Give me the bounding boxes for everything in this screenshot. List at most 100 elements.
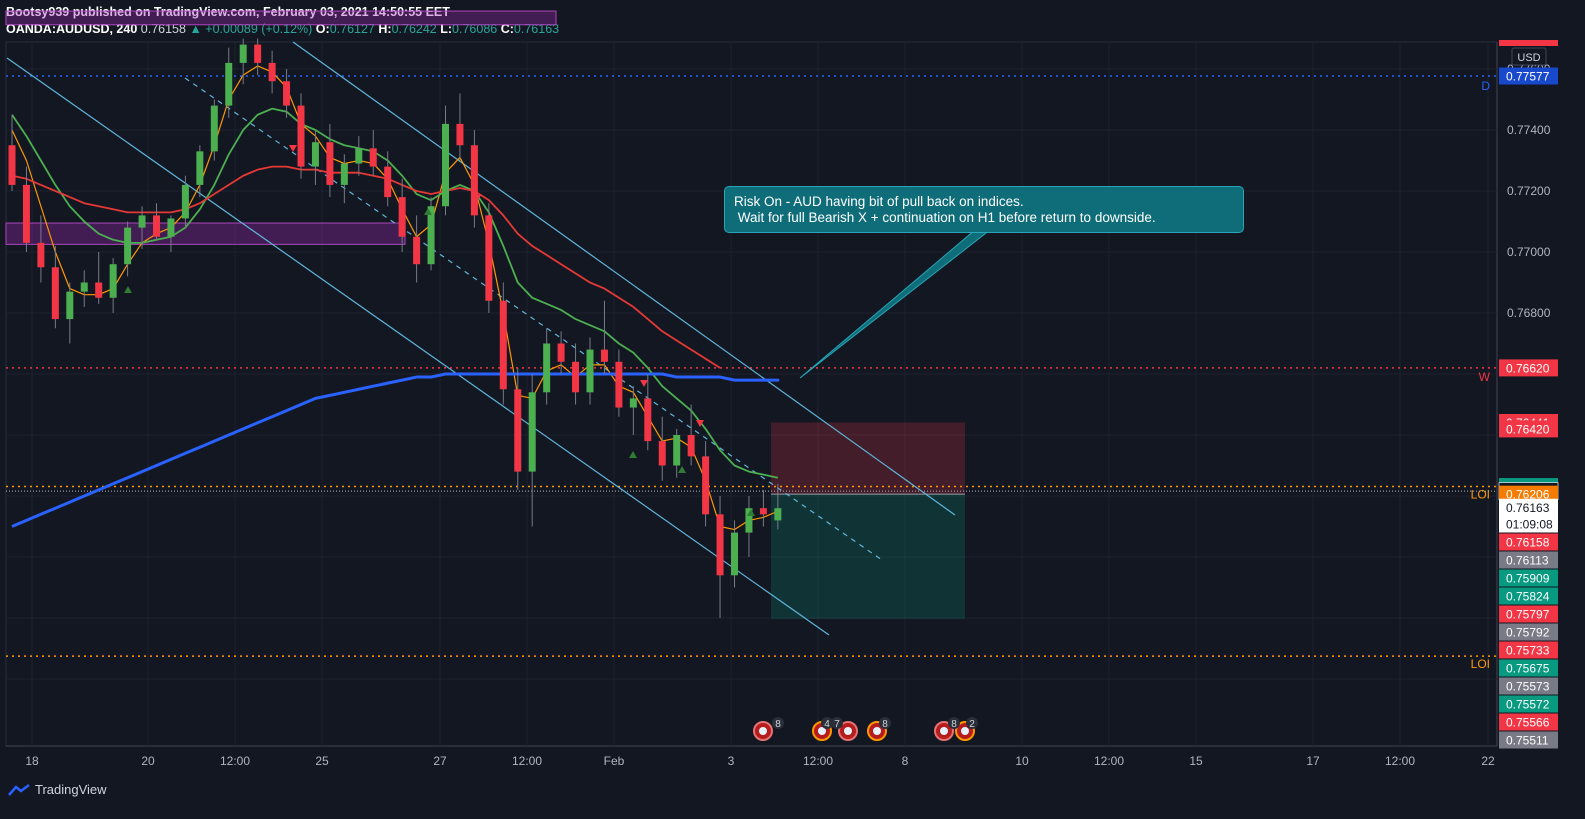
currency-label: USD — [1517, 52, 1540, 64]
price-axis-label-bg — [1499, 420, 1558, 438]
level-label: W — [1479, 370, 1491, 384]
price-axis-label-bg — [1499, 485, 1558, 503]
stop-loss-zone — [771, 422, 965, 495]
currency-box — [1511, 47, 1547, 66]
price-axis-label-bg — [1499, 713, 1558, 731]
y-tick-label: 0.77400 — [1507, 123, 1551, 137]
candle — [297, 93, 305, 179]
candle-body — [427, 206, 435, 265]
price-axis-label-bg — [1499, 498, 1558, 516]
last-price: 0.76158 — [140, 22, 186, 36]
buy-signal-icon — [678, 466, 686, 473]
callout-pointer — [799, 223, 1001, 379]
candle — [615, 349, 623, 417]
candle-body — [745, 508, 753, 533]
candle — [51, 245, 59, 329]
channel-line — [292, 41, 956, 516]
event-badge-count: 2 — [969, 719, 975, 730]
price-axis-label-text: 0.76113 — [1506, 554, 1549, 568]
price-axis-label: 0.75573 — [1499, 677, 1558, 695]
tradingview-logo-icon — [8, 783, 30, 796]
candle — [37, 215, 45, 283]
candle — [22, 166, 30, 252]
candle-body — [95, 282, 103, 298]
moving-average-line — [11, 372, 780, 528]
candle — [254, 38, 262, 76]
candle-body — [629, 398, 637, 408]
candle-body — [326, 142, 334, 185]
flag-center-icon — [759, 727, 767, 735]
symbol-name[interactable]: OANDA:AUDUSD, 240 — [6, 22, 138, 36]
price-axis-label: 01:09:08 — [1499, 515, 1558, 533]
price-axis-label: 0.75797 — [1499, 605, 1558, 623]
price-axis-label-bg — [1499, 587, 1558, 605]
candle-body — [37, 242, 45, 268]
low-label: L: — [440, 22, 453, 36]
candle-body — [80, 282, 88, 292]
candle — [124, 221, 132, 277]
candle — [687, 404, 695, 466]
price-axis-label: 0.75909 — [1499, 569, 1558, 587]
candle — [95, 252, 103, 304]
candle — [153, 203, 160, 240]
sell-signal-icon — [473, 195, 481, 202]
analysis-callout[interactable]: Risk On - AUD having bit of pull back on… — [724, 186, 1244, 233]
price-axis-label-text: 01:09:08 — [1506, 518, 1553, 532]
price-axis-label-bg — [1499, 623, 1558, 641]
flag-center-icon — [844, 727, 852, 735]
candle-body — [716, 514, 724, 576]
publisher-line: Bootsy939 published on TradingView.com, … — [6, 4, 559, 21]
candle — [745, 496, 753, 557]
x-tick-label: 22 — [1481, 754, 1495, 768]
high-value: 0.76242 — [391, 22, 437, 36]
y-tick-label: 0.77200 — [1507, 184, 1551, 198]
event-badge-count: 8 — [882, 719, 888, 730]
x-tick-label: 12:00 — [220, 754, 250, 768]
plot-frame — [5, 41, 1498, 747]
candle-body — [138, 215, 146, 228]
candle-body — [470, 145, 478, 216]
event-badge — [879, 717, 891, 729]
price-axis-label: 0.75511 — [1499, 731, 1558, 749]
candle-body — [297, 105, 305, 167]
close-label: C: — [500, 22, 514, 36]
supply-zone — [5, 10, 557, 26]
buy-signal-icon — [629, 451, 637, 458]
sell-signal-icon — [289, 145, 297, 152]
low-value: 0.76086 — [452, 22, 498, 36]
price-axis-label-bg — [1499, 569, 1558, 587]
candle — [629, 386, 637, 435]
candle — [210, 99, 218, 161]
event-badge-count: 4 — [824, 719, 830, 730]
candle-body — [673, 435, 681, 466]
price-axis-label-text: 0.76163 — [1506, 501, 1550, 515]
candle — [340, 154, 348, 204]
candle — [716, 496, 724, 618]
tradingview-brand[interactable]: TradingView — [8, 782, 107, 797]
price-axis-label: 0.75792 — [1499, 623, 1558, 641]
price-axis-label: 0.76420 — [1499, 420, 1558, 438]
candle — [167, 215, 175, 252]
candle-body — [557, 343, 565, 362]
supply-zone — [5, 222, 406, 245]
level-label: LOI — [1471, 657, 1490, 671]
candle-body — [311, 142, 319, 167]
event-badge-count: 7 — [834, 719, 840, 730]
candle — [398, 178, 406, 252]
moving-average-line — [11, 165, 721, 369]
moving-average-line — [11, 107, 779, 479]
price-axis-label-text: 0.77577 — [1506, 70, 1550, 84]
take-profit-zone — [771, 494, 965, 619]
candle-body — [239, 44, 247, 63]
x-tick-label: 12:00 — [512, 754, 542, 768]
candle — [283, 69, 291, 118]
price-axis-label-bg — [1499, 359, 1558, 377]
candle — [774, 483, 782, 530]
price-axis-label-text: 0.75573 — [1506, 680, 1550, 694]
price-axis-label: 0.76113 — [1499, 551, 1558, 569]
price-axis-label-text: 0.75733 — [1506, 644, 1550, 658]
candle-body — [774, 508, 782, 521]
flag-center-icon — [961, 727, 969, 735]
candle — [138, 206, 146, 249]
